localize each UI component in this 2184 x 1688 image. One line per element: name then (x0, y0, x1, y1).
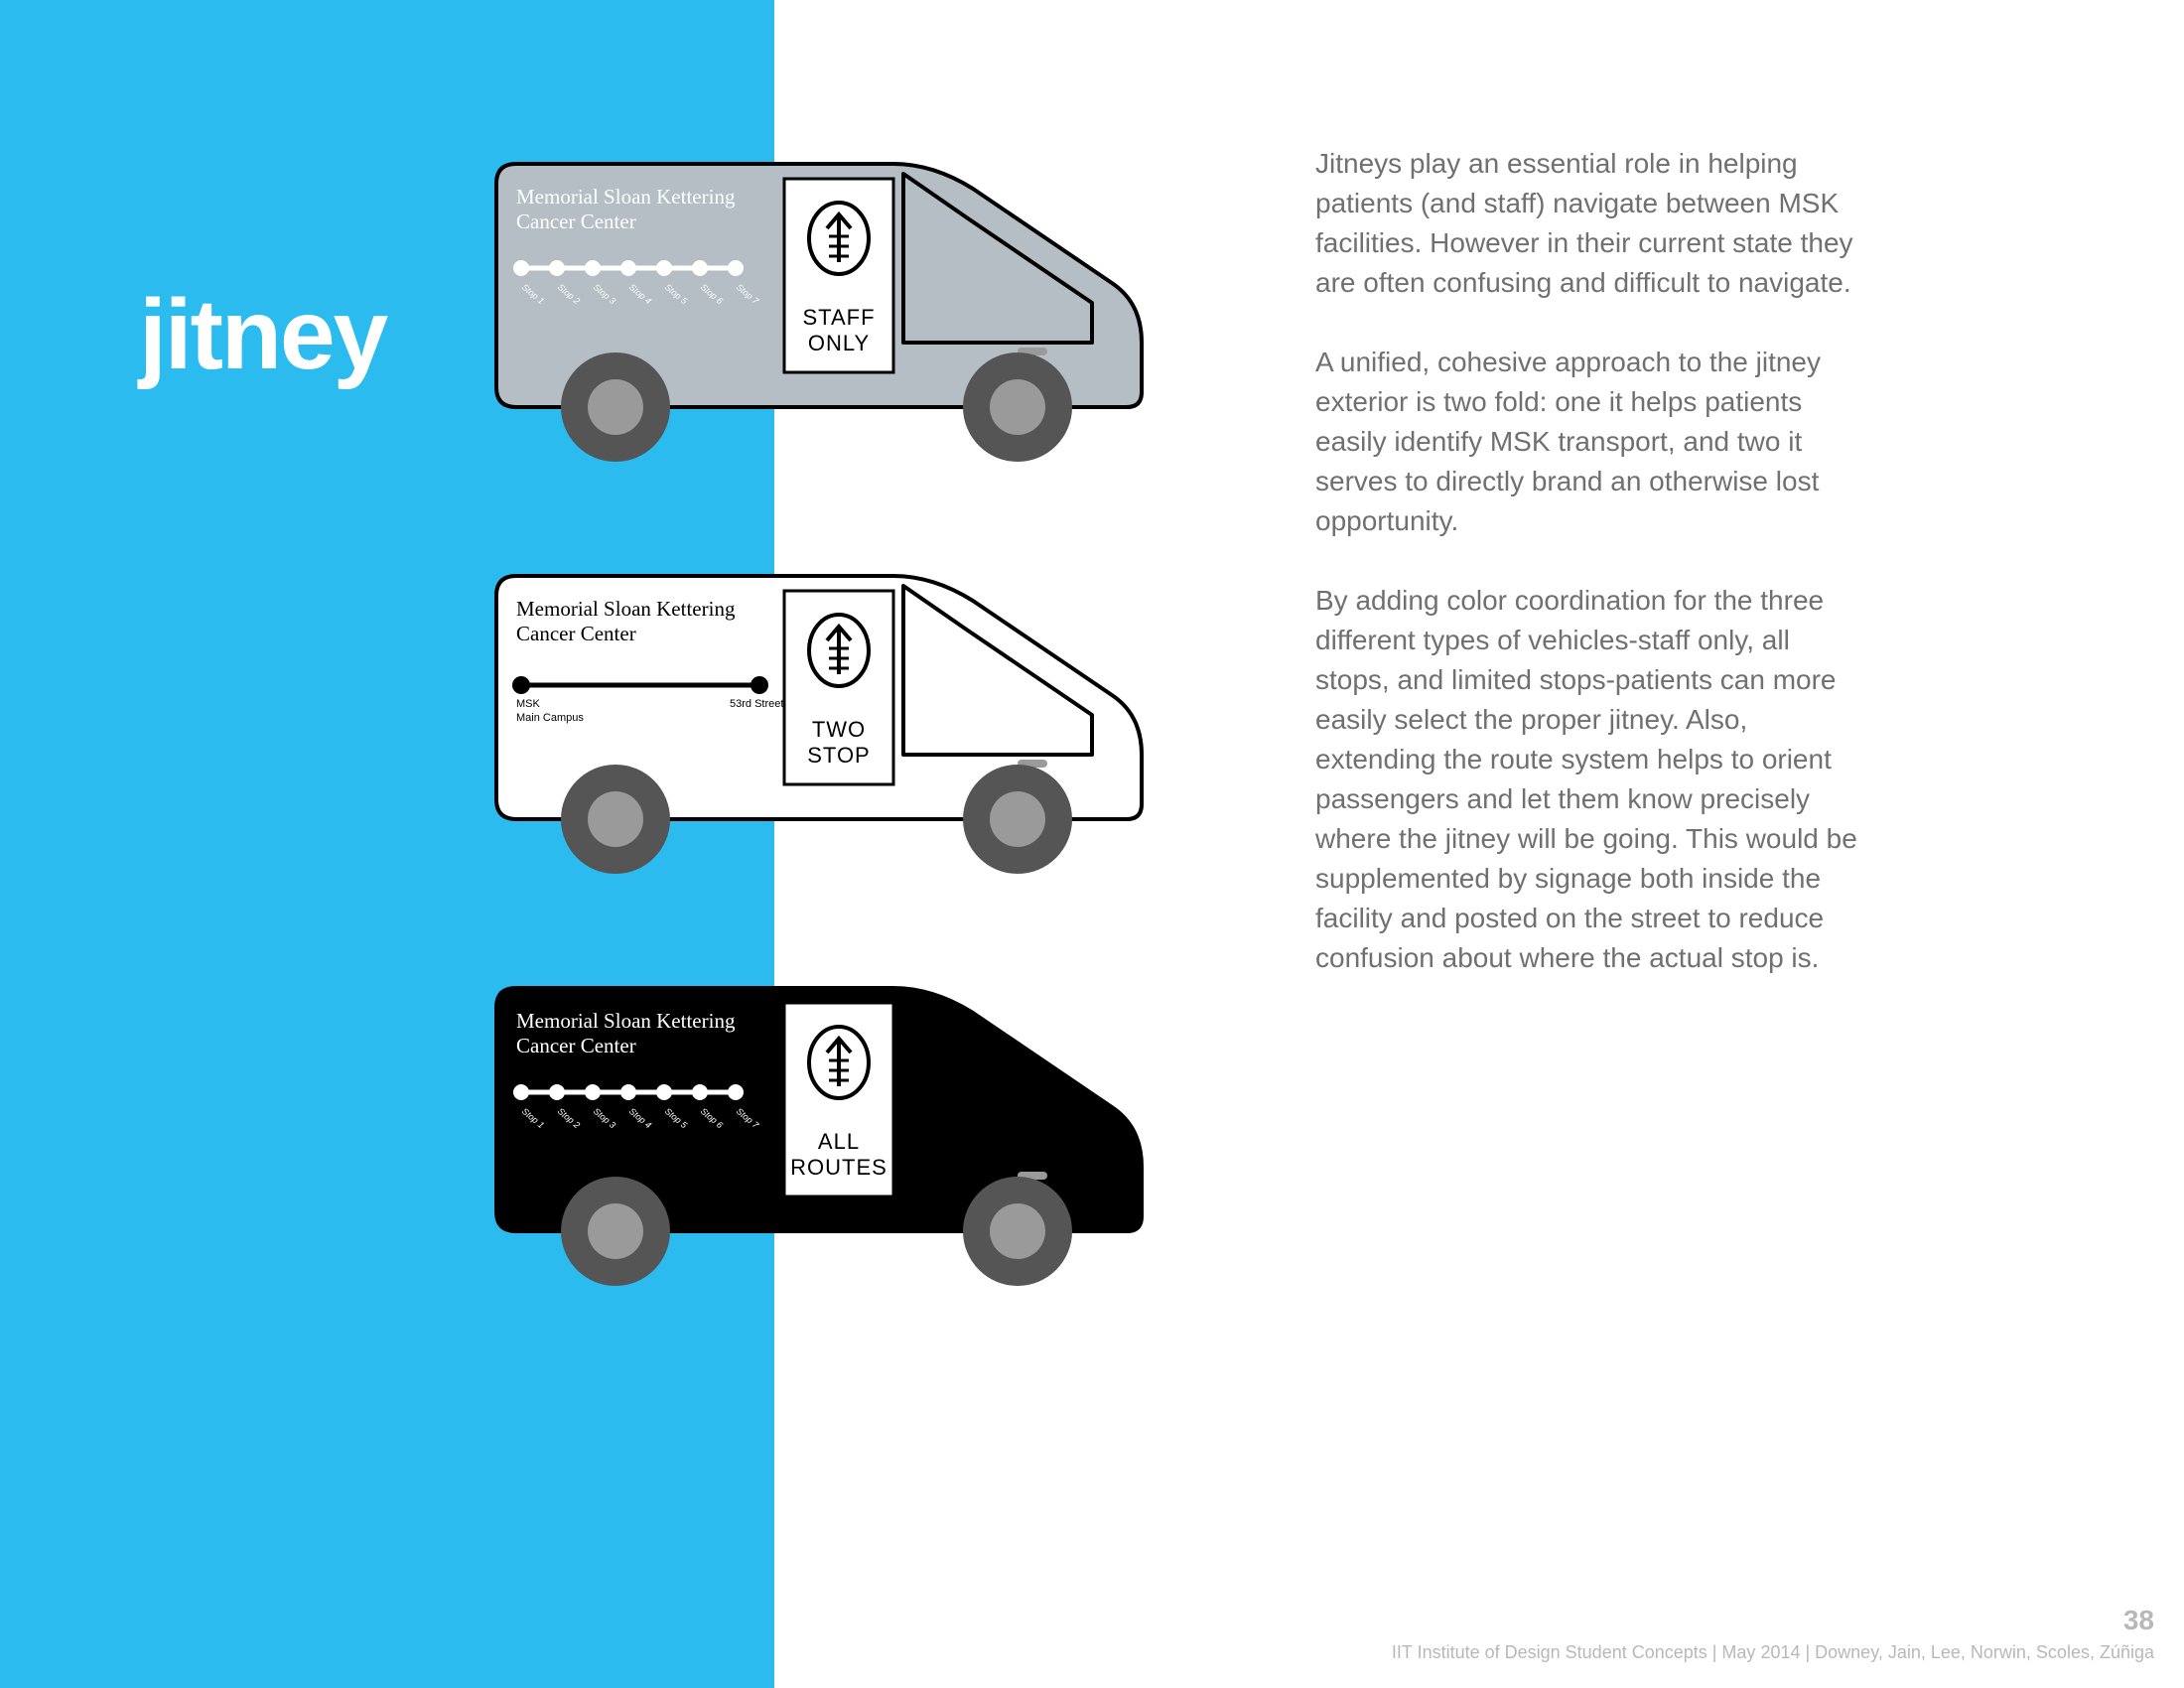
body-copy: Jitneys play an essential role in helpin… (1315, 144, 1871, 1018)
svg-text:TWO: TWO (812, 717, 866, 742)
van-staff-only: STAFFONLY Memorial Sloan KetteringCancer … (477, 144, 1171, 472)
svg-text:Memorial Sloan Kettering: Memorial Sloan Kettering (516, 597, 736, 621)
svg-text:53rd Street: 53rd Street (730, 698, 783, 710)
svg-text:Cancer Center: Cancer Center (516, 622, 636, 645)
svg-text:Memorial Sloan Kettering: Memorial Sloan Kettering (516, 1009, 736, 1033)
svg-text:STOP: STOP (807, 743, 871, 768)
svg-text:MSK: MSK (516, 698, 541, 710)
van-two-stop: TWOSTOP Memorial Sloan KetteringCancer Ce… (477, 556, 1171, 884)
body-paragraph: Jitneys play an essential role in helpin… (1315, 144, 1871, 303)
svg-text:ALL: ALL (818, 1129, 860, 1154)
body-paragraph: A unified, cohesive approach to the jitn… (1315, 343, 1871, 541)
page: jitney STAFFONLY Memorial Sloan Kettering… (0, 0, 2184, 1688)
van-illustrations: STAFFONLYMemorial Sloan KetteringCancer … (477, 144, 1171, 1380)
van-all-routes: ALLROUTES Memorial Sloan KetteringCancer … (477, 968, 1171, 1296)
svg-text:Cancer Center: Cancer Center (516, 210, 636, 233)
svg-text:ONLY: ONLY (808, 331, 870, 355)
svg-text:Cancer Center: Cancer Center (516, 1034, 636, 1057)
page-title: jitney (139, 278, 386, 392)
svg-text:Memorial Sloan Kettering: Memorial Sloan Kettering (516, 185, 736, 209)
footer-credits: IIT Institute of Design Student Concepts… (1392, 1642, 2154, 1663)
body-paragraph: By adding color coordination for the thr… (1315, 581, 1871, 978)
svg-text:Main Campus: Main Campus (516, 712, 584, 724)
svg-text:STAFF: STAFF (802, 305, 875, 330)
footer: 38 IIT Institute of Design Student Conce… (1392, 1605, 2154, 1663)
svg-text:ROUTES: ROUTES (790, 1155, 887, 1180)
page-number: 38 (1392, 1605, 2154, 1636)
